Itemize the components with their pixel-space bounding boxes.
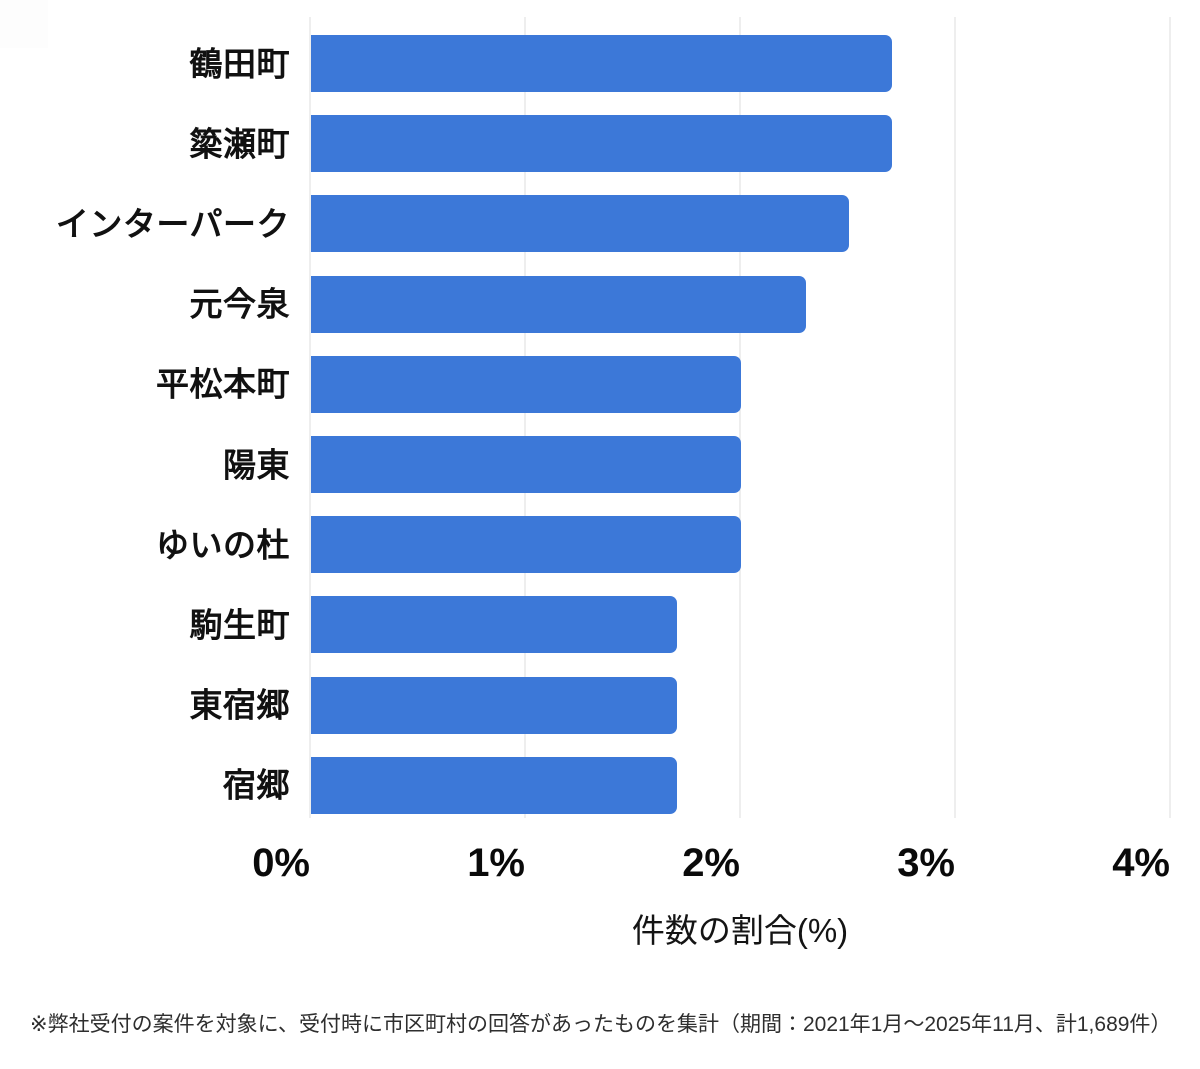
chart-footnote: ※弊社受付の案件を対象に、受付時に市区町村の回答があったものを集計（期間：202… [30,1013,1172,1036]
x-tick-label: 3% [897,841,955,885]
x-tick-label: 1% [467,841,525,885]
bar [311,676,677,734]
bar [311,756,677,814]
bar [311,355,741,413]
gridline-2% [739,17,741,818]
gridline-0% [309,17,311,818]
x-tick-label: 2% [682,841,740,885]
corner-artifact [0,0,48,48]
plot-area [309,17,1171,818]
bar [311,275,806,333]
category-label: 宿郷 [223,766,290,804]
bar [311,516,741,574]
category-label: 東宿郷 [189,686,290,724]
x-tick-label: 0% [252,841,310,885]
x-axis-title: 件数の割合(%) [631,912,849,949]
bar [311,35,892,92]
gridline-1% [524,17,526,818]
category-label: 平松本町 [156,365,290,403]
gridline-3% [954,17,956,818]
category-label: 簗瀬町 [189,125,290,163]
category-label: 元今泉 [189,285,290,323]
x-tick-label: 4% [1112,841,1170,885]
category-label: 駒生町 [189,606,290,644]
bar [311,195,849,253]
category-label: 陽東 [223,446,290,483]
x-axis-ticks: 0% 1% 2% 3% 4% [0,843,1200,889]
bar [311,115,892,173]
category-label: ゆいの杜 [156,526,290,564]
category-label: インターパーク [55,205,290,243]
bar [311,596,677,654]
gridline-4% [1169,17,1171,818]
category-label: 鶴田町 [189,45,290,82]
bar [311,436,741,493]
category-axis: 鶴田町簗瀬町インターパーク元今泉平松本町陽東ゆいの杜駒生町東宿郷宿郷 [0,17,290,818]
